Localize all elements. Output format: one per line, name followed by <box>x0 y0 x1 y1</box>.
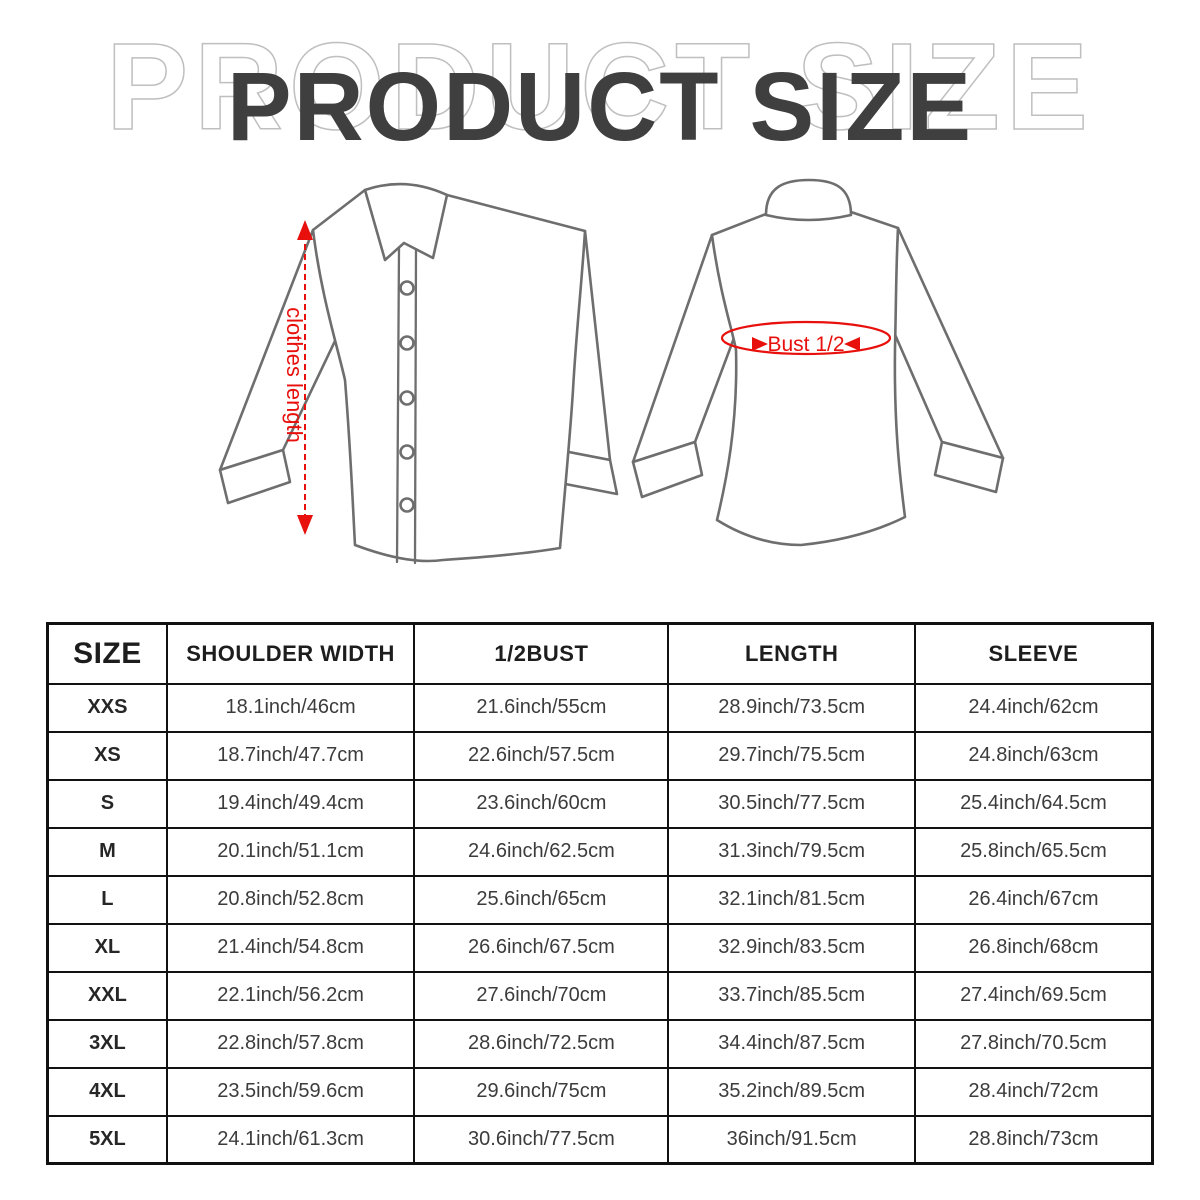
measurement-cell: 33.7inch/85.5cm <box>667 970 916 1021</box>
measurement-cell: 27.8inch/70.5cm <box>913 1018 1154 1069</box>
button-placket <box>395 246 418 565</box>
arrow-down-icon <box>297 515 313 535</box>
clothes-length-label: clothes length <box>282 307 307 443</box>
front-shirt-illustration: clothes length <box>218 182 619 565</box>
size-label: XS <box>46 730 168 781</box>
table-row: L 20.8inch/52.8cm 25.6inch/65cm 32.1inch/81… <box>46 874 1154 925</box>
measurement-cell: 24.1inch/61.3cm <box>165 1114 416 1165</box>
column-header-shoulder-width: SHOULDER WIDTH <box>165 622 416 685</box>
size-label: XXS <box>46 682 168 733</box>
size-table-body: XXS 18.1inch/46cm 21.6inch/55cm 28.9inch/73… <box>46 682 1154 1165</box>
measurement-cell: 25.4inch/64.5cm <box>913 778 1154 829</box>
column-header-sleeve: SLEEVE <box>913 622 1154 685</box>
column-header-length: LENGTH <box>667 622 916 685</box>
arrow-right-icon <box>752 337 768 351</box>
measurement-cell: 31.3inch/79.5cm <box>667 826 916 877</box>
measurement-cell: 24.4inch/62cm <box>913 682 1154 733</box>
measurement-cell: 22.8inch/57.8cm <box>165 1018 416 1069</box>
measurement-cell: 30.5inch/77.5cm <box>667 778 916 829</box>
measurement-cell: 21.6inch/55cm <box>413 682 670 733</box>
bust-measure-ellipse <box>720 320 892 356</box>
size-label: 5XL <box>46 1114 168 1165</box>
front-shirt-body <box>311 183 587 563</box>
measurement-cell: 36inch/91.5cm <box>667 1114 916 1165</box>
measurement-cell: 26.8inch/68cm <box>913 922 1154 973</box>
measurement-cell: 19.4inch/49.4cm <box>165 778 416 829</box>
measurement-cell: 18.1inch/46cm <box>165 682 416 733</box>
back-shirt-body <box>710 210 907 547</box>
measurement-cell: 28.4inch/72cm <box>913 1066 1154 1117</box>
measurement-cell: 21.4inch/54.8cm <box>165 922 416 973</box>
measurement-cell: 22.1inch/56.2cm <box>165 970 416 1021</box>
measurement-cell: 23.5inch/59.6cm <box>165 1066 416 1117</box>
column-header-size: SIZE <box>46 622 168 685</box>
size-label: S <box>46 778 168 829</box>
measurement-cell: 30.6inch/77.5cm <box>413 1114 670 1165</box>
bust-label: Bust 1/2 <box>767 333 844 356</box>
button <box>399 497 415 513</box>
table-row: XL 21.4inch/54.8cm 26.6inch/67.5cm 32.9inch… <box>46 922 1154 973</box>
button <box>399 335 415 351</box>
button <box>399 280 415 296</box>
arrow-left-icon <box>844 337 860 351</box>
size-table: SIZE SHOULDER WIDTH 1/2BUST LENGTH SLEEVE XX… <box>46 622 1154 1165</box>
button <box>399 444 415 460</box>
measurement-cell: 25.6inch/65cm <box>413 874 670 925</box>
bust-annotation: Bust 1/2 <box>720 320 892 356</box>
measurement-cell: 32.9inch/83.5cm <box>667 922 916 973</box>
size-label: XXL <box>46 970 168 1021</box>
back-left-cuff <box>631 440 704 499</box>
button <box>399 390 415 406</box>
size-table-header: SIZE SHOULDER WIDTH 1/2BUST LENGTH SLEEVE <box>46 622 1154 685</box>
measurement-cell: 24.8inch/63cm <box>913 730 1154 781</box>
measurement-cell: 28.9inch/73.5cm <box>667 682 916 733</box>
back-right-cuff <box>933 440 1005 494</box>
measurement-cell: 29.7inch/75.5cm <box>667 730 916 781</box>
back-collar-band <box>764 178 853 222</box>
front-left-cuff <box>218 448 292 505</box>
table-row: 5XL 24.1inch/61.3cm 30.6inch/77.5cm 36inch/… <box>46 1114 1154 1165</box>
size-label: XL <box>46 922 168 973</box>
measurement-cell: 27.6inch/70cm <box>413 970 670 1021</box>
size-label: 4XL <box>46 1066 168 1117</box>
column-header-1-2bust: 1/2BUST <box>413 622 670 685</box>
table-row: XXL 22.1inch/56.2cm 27.6inch/70cm 33.7inch/… <box>46 970 1154 1021</box>
measurement-cell: 34.4inch/87.5cm <box>667 1018 916 1069</box>
measurement-cell: 20.8inch/52.8cm <box>165 874 416 925</box>
measurement-cell: 24.6inch/62.5cm <box>413 826 670 877</box>
measurement-cell: 28.8inch/73cm <box>913 1114 1154 1165</box>
measurement-cell: 27.4inch/69.5cm <box>913 970 1154 1021</box>
measurement-cell: 35.2inch/89.5cm <box>667 1066 916 1117</box>
header-row: SIZE SHOULDER WIDTH 1/2BUST LENGTH SLEEVE <box>46 622 1154 685</box>
back-shirt-illustration: Bust 1/2 <box>631 178 1005 547</box>
measurement-cell: 29.6inch/75cm <box>413 1066 670 1117</box>
table-row: 4XL 23.5inch/59.6cm 29.6inch/75cm 35.2inch/… <box>46 1066 1154 1117</box>
measurement-cell: 28.6inch/72.5cm <box>413 1018 670 1069</box>
measurement-cell: 22.6inch/57.5cm <box>413 730 670 781</box>
measurement-cell: 32.1inch/81.5cm <box>667 874 916 925</box>
front-collar <box>363 182 449 262</box>
measurement-cell: 23.6inch/60cm <box>413 778 670 829</box>
arrow-up-icon <box>297 220 313 240</box>
page-title: PRODUCT SIZE <box>226 52 974 161</box>
measurement-cell: 18.7inch/47.7cm <box>165 730 416 781</box>
back-right-sleeve <box>891 226 1005 460</box>
measurement-cell: 26.6inch/67.5cm <box>413 922 670 973</box>
measurement-cell: 20.1inch/51.1cm <box>165 826 416 877</box>
measurement-cell: 25.8inch/65.5cm <box>913 826 1154 877</box>
size-label: L <box>46 874 168 925</box>
clothes-length-annotation: clothes length <box>282 220 313 535</box>
table-row: M 20.1inch/51.1cm 24.6inch/62.5cm 31.3inch/… <box>46 826 1154 877</box>
table-row: XS 18.7inch/47.7cm 22.6inch/57.5cm 29.7inch… <box>46 730 1154 781</box>
size-label: M <box>46 826 168 877</box>
table-row: S 19.4inch/49.4cm 23.6inch/60cm 30.5inch/77… <box>46 778 1154 829</box>
table-row: 3XL 22.8inch/57.8cm 28.6inch/72.5cm 34.4inc… <box>46 1018 1154 1069</box>
measurement-cell: 26.4inch/67cm <box>913 874 1154 925</box>
size-label: 3XL <box>46 1018 168 1069</box>
watermark-title: PRODUCT SIZE <box>105 19 1094 156</box>
table-row: XXS 18.1inch/46cm 21.6inch/55cm 28.9inch/73… <box>46 682 1154 733</box>
